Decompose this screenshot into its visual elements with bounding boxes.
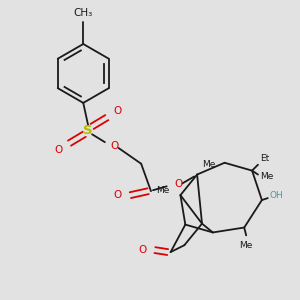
Text: S: S [83,124,93,137]
Text: O: O [110,141,119,151]
Text: Me: Me [260,172,273,181]
Text: O: O [55,145,63,155]
Text: CH₃: CH₃ [74,8,93,19]
Text: O: O [113,190,122,200]
Text: Me: Me [156,186,169,195]
Text: O: O [174,179,183,189]
Text: OH: OH [270,190,283,200]
Text: O: O [138,245,146,255]
Text: Me: Me [239,241,253,250]
Text: Me: Me [202,160,215,169]
Text: Et: Et [260,154,269,163]
Text: O: O [113,106,122,116]
